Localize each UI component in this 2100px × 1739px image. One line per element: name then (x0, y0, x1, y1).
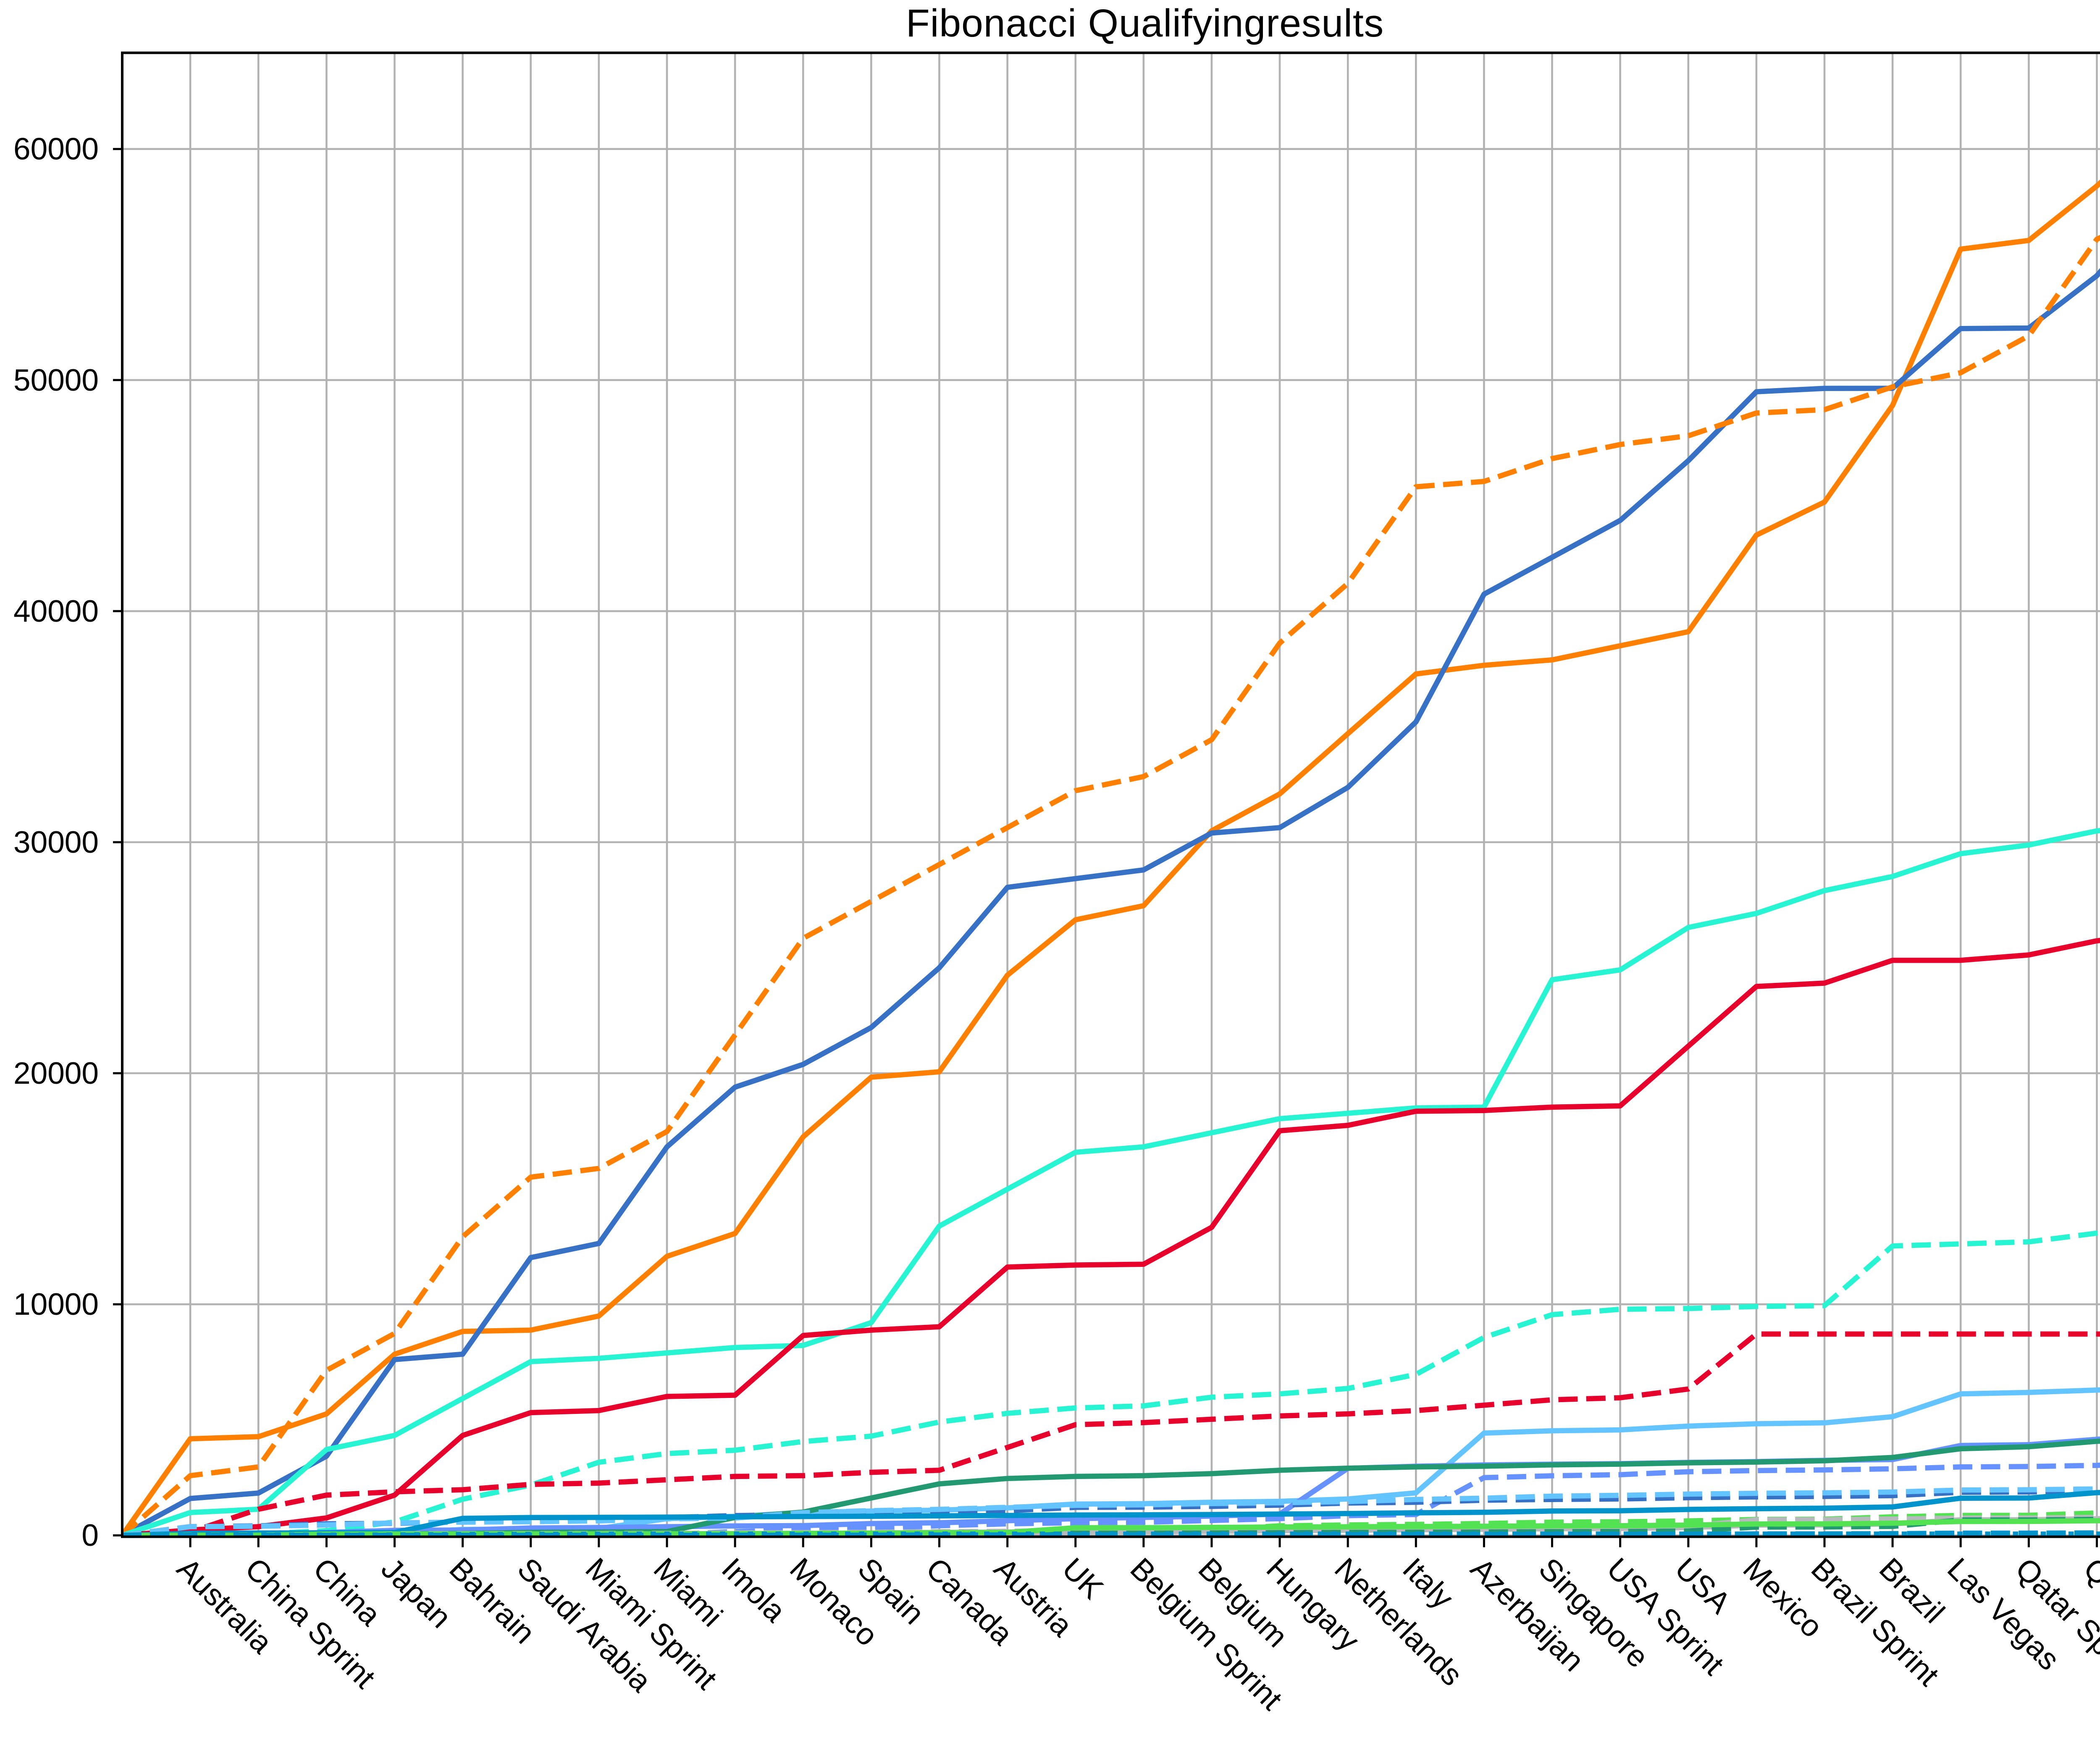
svg-text:10000: 10000 (13, 1287, 99, 1321)
svg-text:40000: 40000 (13, 594, 99, 628)
svg-text:20000: 20000 (13, 1056, 99, 1090)
svg-text:0: 0 (81, 1518, 99, 1552)
svg-text:30000: 30000 (13, 825, 99, 859)
svg-text:60000: 60000 (13, 132, 99, 166)
svg-text:Fibonacci Qualifyingresults: Fibonacci Qualifyingresults (906, 1, 1384, 45)
svg-text:50000: 50000 (13, 363, 99, 397)
